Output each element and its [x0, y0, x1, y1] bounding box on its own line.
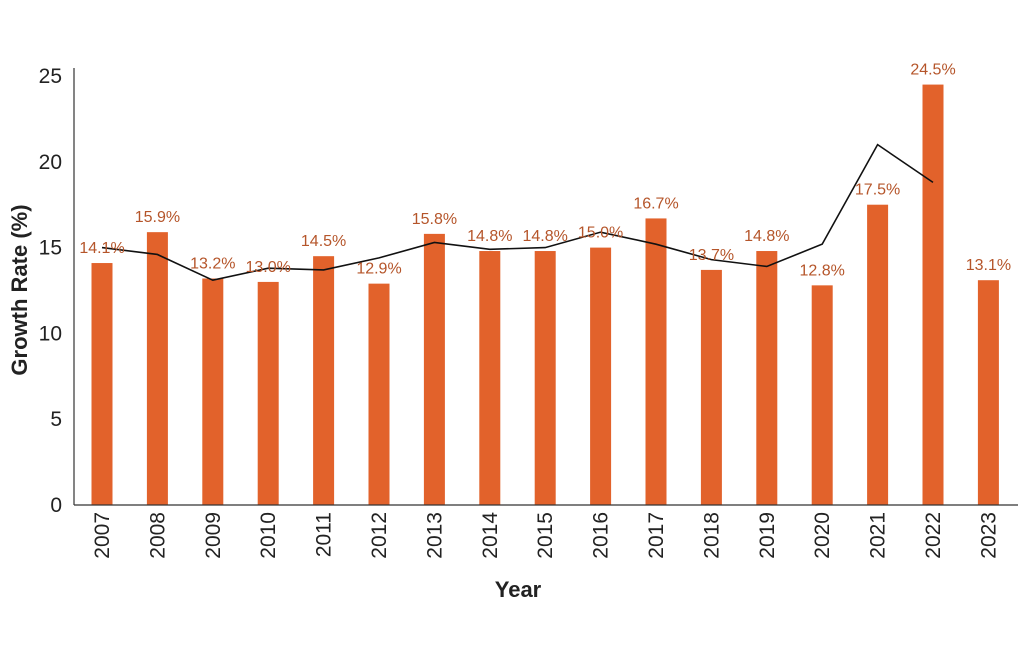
bars — [91, 84, 999, 506]
x-tick-label: 2021 — [867, 512, 890, 559]
data-label-2019: 14.8% — [744, 228, 789, 245]
data-label-2011: 14.5% — [301, 233, 346, 250]
x-tick-label: 2018 — [700, 512, 723, 559]
bar-2022 — [922, 84, 944, 505]
data-label-2016: 15.0% — [578, 225, 623, 242]
x-tick-label: 2010 — [257, 512, 280, 559]
x-axis-ticks: 2007 2008 2009 2010 2011 2012 2013 2014 2015 2016… — [91, 512, 1000, 559]
x-tick-label: 2007 — [91, 512, 114, 559]
trend-line-group — [101, 143, 934, 282]
bar-2014 — [479, 251, 501, 505]
data-label-2022: 24.5% — [910, 62, 955, 79]
x-tick-label: 2023 — [977, 512, 1000, 559]
x-tick-label: 2020 — [811, 512, 834, 559]
bar-2016 — [590, 247, 612, 505]
data-label-2021: 17.5% — [855, 182, 900, 199]
bar-2012 — [368, 283, 390, 505]
data-labels: 14.1% 15.9% 13.2% 13.0% 14.5% 12.9% 15.8% 14.8%… — [79, 62, 1011, 280]
trend-line — [101, 143, 934, 282]
data-label-2010: 13.0% — [246, 259, 291, 276]
data-label-2020: 12.8% — [800, 262, 845, 279]
y-tick-label: 10 — [39, 322, 62, 345]
x-tick-label: 2012 — [368, 512, 391, 559]
bar-2017 — [645, 218, 667, 506]
data-label-2013: 15.8% — [412, 211, 457, 228]
bar-2015 — [534, 251, 556, 505]
x-tick-label: 2008 — [146, 512, 169, 559]
data-label-2007: 14.1% — [79, 240, 124, 257]
data-label-2017: 16.7% — [633, 195, 678, 212]
bar-2009 — [202, 278, 224, 505]
y-tick-label: 25 — [39, 65, 62, 88]
x-tick-label: 2016 — [590, 512, 613, 559]
bar-2023 — [977, 280, 999, 505]
bar-2018 — [700, 269, 722, 505]
x-tick-label: 2019 — [756, 512, 779, 559]
bar-2020 — [811, 285, 833, 505]
bar-2013 — [423, 233, 445, 505]
y-axis-ticks: 0 5 10 15 20 25 — [39, 65, 62, 517]
x-tick-label: 2015 — [534, 512, 557, 559]
x-tick-label: 2014 — [479, 512, 502, 559]
y-tick-label: 15 — [39, 237, 62, 260]
y-tick-label: 5 — [50, 408, 62, 431]
data-label-2014: 14.8% — [467, 228, 512, 245]
x-tick-label: 2011 — [313, 512, 336, 557]
bar-2010 — [257, 281, 279, 505]
bar-2007 — [91, 263, 113, 505]
x-tick-label: 2013 — [423, 512, 446, 559]
data-label-2023: 13.1% — [966, 257, 1011, 274]
x-tick-label: 2009 — [202, 512, 225, 559]
data-label-2009: 13.2% — [190, 255, 235, 272]
data-label-2008: 15.9% — [135, 209, 180, 226]
data-label-2012: 12.9% — [356, 261, 401, 278]
data-label-2018: 13.7% — [689, 247, 734, 264]
x-tick-label: 2022 — [922, 512, 945, 559]
x-tick-label: 2017 — [645, 512, 668, 559]
bar-2011 — [313, 256, 335, 505]
y-axis-title: Growth Rate (%) — [7, 204, 32, 375]
bar-2021 — [867, 204, 889, 505]
data-label-2015: 14.8% — [523, 228, 568, 245]
bar-2019 — [756, 251, 778, 505]
x-axis-title: Year — [495, 577, 542, 602]
bar-2008 — [146, 232, 168, 505]
y-tick-label: 0 — [50, 494, 62, 517]
y-tick-label: 20 — [39, 151, 62, 174]
